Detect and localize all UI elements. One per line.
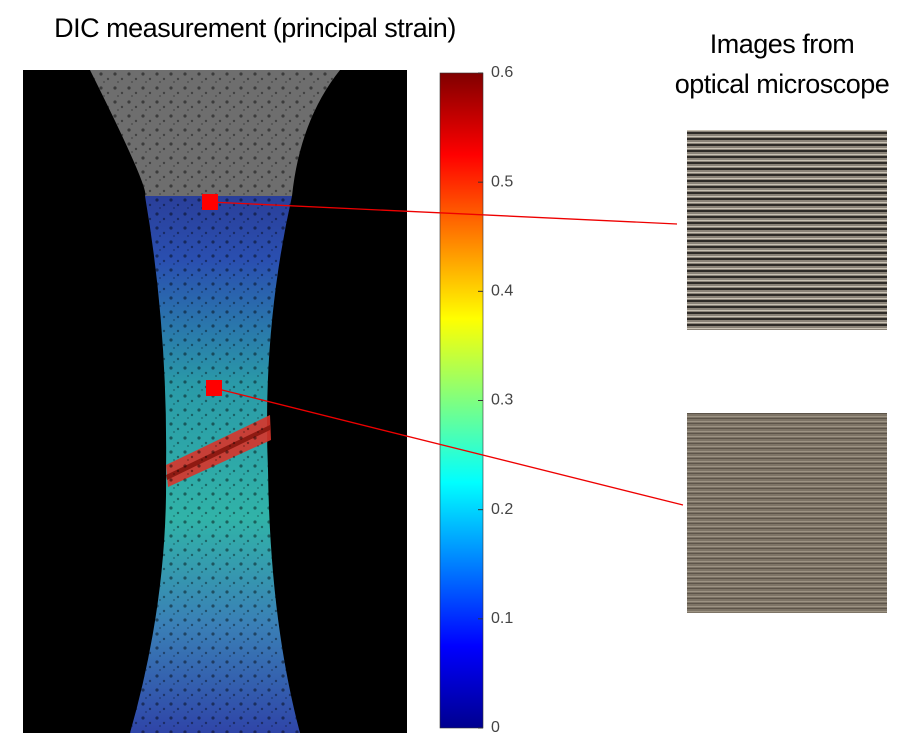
tick-label: 0.1 xyxy=(491,610,513,627)
tick-label: 0.4 xyxy=(491,283,513,300)
tick-label: 0.3 xyxy=(491,392,513,409)
connector xyxy=(209,201,678,225)
connector xyxy=(213,387,684,506)
microscope-image xyxy=(687,413,887,613)
tick-label: 0.2 xyxy=(491,501,513,518)
heading-line: Images from xyxy=(710,29,855,59)
tick-label: 0.5 xyxy=(491,173,513,190)
colorbar-ticks: 0 0.1 0.2 0.3 0.4 0.5 0.6 xyxy=(478,64,513,736)
tick-label: 0 xyxy=(491,719,500,733)
marker xyxy=(202,194,218,210)
marker xyxy=(206,380,222,396)
colorbar xyxy=(439,72,484,729)
microscope-image xyxy=(687,130,887,330)
specimen-image xyxy=(23,70,407,733)
title: DIC measurement (principal strain) xyxy=(54,13,456,43)
tick-label: 0.6 xyxy=(491,64,513,81)
heading-line: optical microscope xyxy=(675,69,890,99)
